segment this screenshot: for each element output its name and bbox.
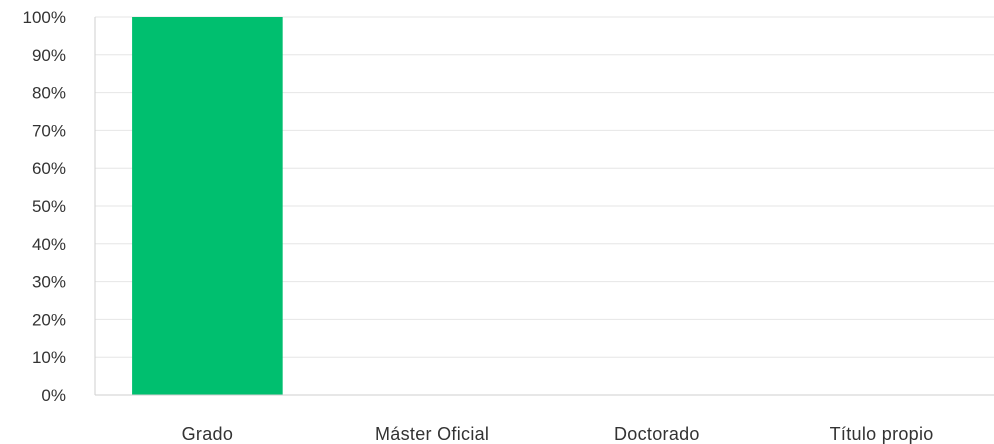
y-tick-label: 100% [23,8,66,27]
y-tick-label: 0% [41,386,66,405]
y-tick-label: 70% [32,121,66,140]
x-category-label: Título propio [830,424,934,444]
y-tick-label: 60% [32,159,66,178]
x-axis-labels: Grado Máster Oficial Doctorado Título propi… [182,424,934,444]
x-category-label: Máster Oficial [375,424,489,444]
bar-grado[interactable] [132,17,283,395]
y-axis-ticks: 0% 10% 20% 30% 40% 50% 60% 70% 80% 90% 100% [23,8,66,405]
y-tick-label: 20% [32,310,66,329]
y-tick-label: 10% [32,348,66,367]
x-axis [94,17,994,396]
y-tick-label: 50% [32,197,66,216]
y-tick-label: 30% [32,273,66,292]
bars [132,17,283,395]
y-tick-label: 90% [32,46,66,65]
y-tick-label: 40% [32,235,66,254]
x-category-label: Grado [182,424,234,444]
x-category-label: Doctorado [614,424,700,444]
y-tick-label: 80% [32,84,66,103]
